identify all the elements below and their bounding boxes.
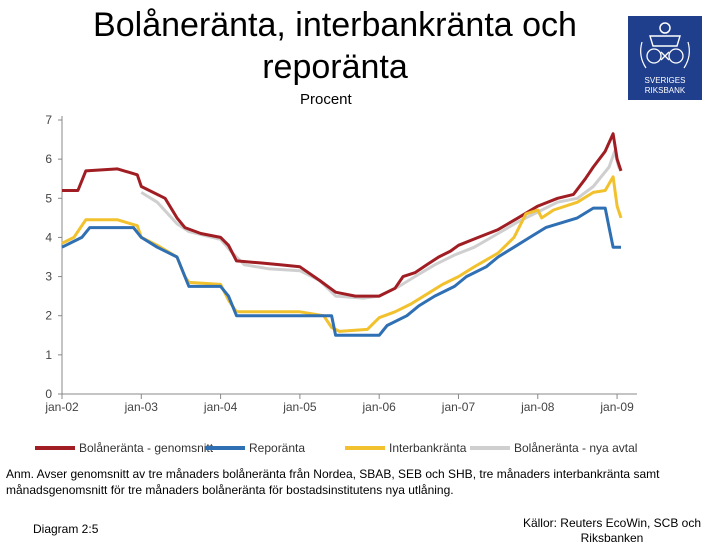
chart-note: Anm. Avser genomsnitt av tre månaders bo… <box>6 467 660 497</box>
x-tick-label: jan-07 <box>441 400 476 414</box>
y-tick-label: 2 <box>45 309 52 323</box>
sources-label: Källor: Reuters EcoWin, SCB och Riksbank… <box>522 516 702 545</box>
x-tick-label: jan-06 <box>362 400 397 414</box>
logo-text-line2: RIKSBANK <box>644 86 686 95</box>
x-tick-label: jan-08 <box>520 400 555 414</box>
legend-label: Interbankränta <box>389 441 467 455</box>
logo-text-line1: SVERIGES <box>644 76 686 85</box>
legend-label: Bolåneränta - nya avtal <box>514 441 637 455</box>
series-line <box>62 132 623 298</box>
riksbank-logo: SVERIGES RIKSBANK <box>628 16 702 100</box>
y-tick-label: 0 <box>45 387 52 401</box>
unit-label: Procent <box>300 91 352 108</box>
x-tick-label: jan-05 <box>282 400 317 414</box>
y-tick-label: 7 <box>45 113 52 127</box>
x-tick-label: jan-04 <box>203 400 238 414</box>
x-tick-label: jan-09 <box>599 400 634 414</box>
x-tick-label: jan-02 <box>44 400 79 414</box>
y-tick-label: 5 <box>45 191 52 205</box>
line-chart: 0 1 2 3 4 5 6 7 jan-02 jan-03 jan-04 jan-05 jan-06 ja… <box>35 113 637 455</box>
y-tick-label: 6 <box>45 152 52 166</box>
series-line <box>61 175 623 333</box>
legend-label: Reporänta <box>249 441 305 455</box>
crown-emblem-icon <box>640 22 690 69</box>
legend-label: Bolåneränta - genomsnitt <box>79 441 214 455</box>
series-line <box>61 206 621 337</box>
chart-title: Bolåneränta, interbankränta och reporänt… <box>93 6 577 86</box>
diagram-label: Diagram 2:5 <box>33 522 99 536</box>
series-line <box>140 149 623 300</box>
y-tick-label: 4 <box>45 230 52 244</box>
y-tick-label: 3 <box>45 270 52 284</box>
y-tick-label: 1 <box>45 348 52 362</box>
x-tick-label: jan-03 <box>124 400 159 414</box>
